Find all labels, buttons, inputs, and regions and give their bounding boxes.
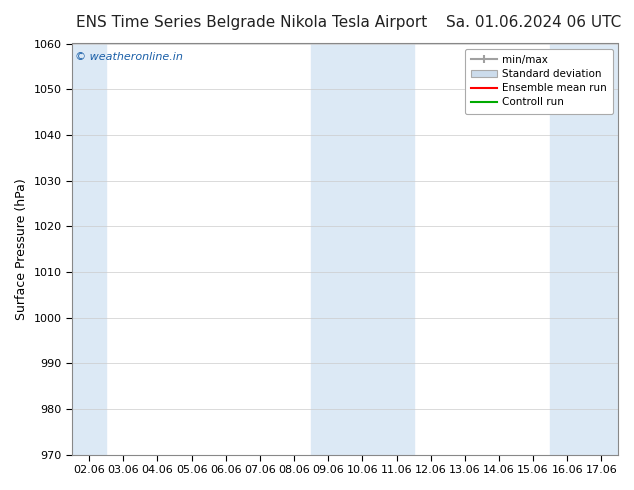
Bar	[550, 44, 619, 455]
Bar	[311, 44, 413, 455]
Text: © weatheronline.in: © weatheronline.in	[75, 52, 183, 62]
Y-axis label: Surface Pressure (hPa): Surface Pressure (hPa)	[15, 178, 28, 320]
Bar	[72, 44, 107, 455]
Text: Sa. 01.06.2024 06 UTC: Sa. 01.06.2024 06 UTC	[446, 15, 621, 30]
Legend: min/max, Standard deviation, Ensemble mean run, Controll run: min/max, Standard deviation, Ensemble me…	[465, 49, 613, 114]
Text: ENS Time Series Belgrade Nikola Tesla Airport: ENS Time Series Belgrade Nikola Tesla Ai…	[76, 15, 427, 30]
